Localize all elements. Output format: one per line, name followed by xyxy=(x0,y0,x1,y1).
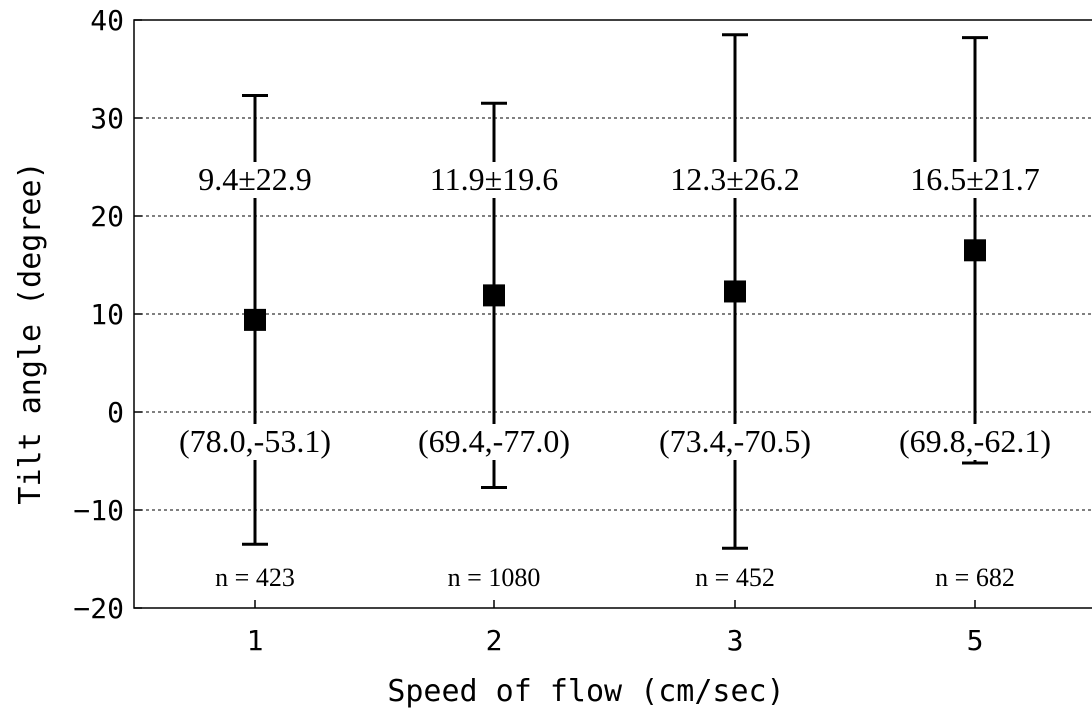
label-backdrop xyxy=(911,162,1039,198)
range-label: (69.8,-62.1) xyxy=(899,423,1051,459)
y-tick-label: 0 xyxy=(107,396,124,429)
plot-frame xyxy=(133,19,1092,609)
n-label: n = 682 xyxy=(935,563,1015,592)
x-tick-label: 2 xyxy=(486,624,503,657)
data-point xyxy=(244,308,266,331)
label-backdrop xyxy=(430,162,558,198)
data-point xyxy=(483,284,505,307)
range-label: (69.4,-77.0) xyxy=(418,423,570,459)
label-backdrop xyxy=(891,424,1059,460)
n-label: n = 452 xyxy=(695,563,775,592)
mean-sd-label: 11.9±19.6 xyxy=(430,161,558,197)
grid-layer xyxy=(134,117,1092,511)
mean-sd-label: 9.4±22.9 xyxy=(198,161,312,197)
annotation-labels: 9.4±22.9 (78.0,-53.1) n = 423 11.9±19.6 (69.… xyxy=(171,161,1059,592)
y-tick-label: −10 xyxy=(73,494,124,527)
y-tick-label: 40 xyxy=(90,4,124,37)
x-tick-label: 3 xyxy=(727,624,744,657)
label-backdrop xyxy=(410,424,578,460)
x-tick-label: 1 xyxy=(247,624,264,657)
y-tick-label: −20 xyxy=(73,592,124,625)
data-points xyxy=(244,239,986,331)
label-backdrop xyxy=(171,424,339,460)
label-backdrop xyxy=(671,162,799,198)
range-label: (73.4,-70.5) xyxy=(659,423,811,459)
range-label: (78.0,-53.1) xyxy=(179,423,331,459)
y-tick-label: 10 xyxy=(90,298,124,331)
y-tick-label: 30 xyxy=(90,102,124,135)
x-axis-label: Speed of flow (cm/sec) xyxy=(387,674,784,709)
label-backdrop xyxy=(651,424,819,460)
n-label: n = 1080 xyxy=(448,563,541,592)
mean-sd-label: 16.5±21.7 xyxy=(910,161,1040,197)
label-backdrop xyxy=(191,162,319,198)
error-bars xyxy=(242,33,988,550)
mean-sd-label: 12.3±26.2 xyxy=(670,161,800,197)
y-tick-label: 20 xyxy=(90,200,124,233)
n-label: n = 423 xyxy=(215,563,295,592)
y-axis-ticks: −20 −10 0 10 20 30 40 xyxy=(73,4,142,625)
y-axis-label: Tilt angle (degree) xyxy=(13,161,48,504)
x-axis-ticks: 1 2 3 5 xyxy=(247,600,984,657)
x-tick-label: 5 xyxy=(967,624,984,657)
data-point xyxy=(724,280,746,303)
data-point xyxy=(964,239,986,262)
